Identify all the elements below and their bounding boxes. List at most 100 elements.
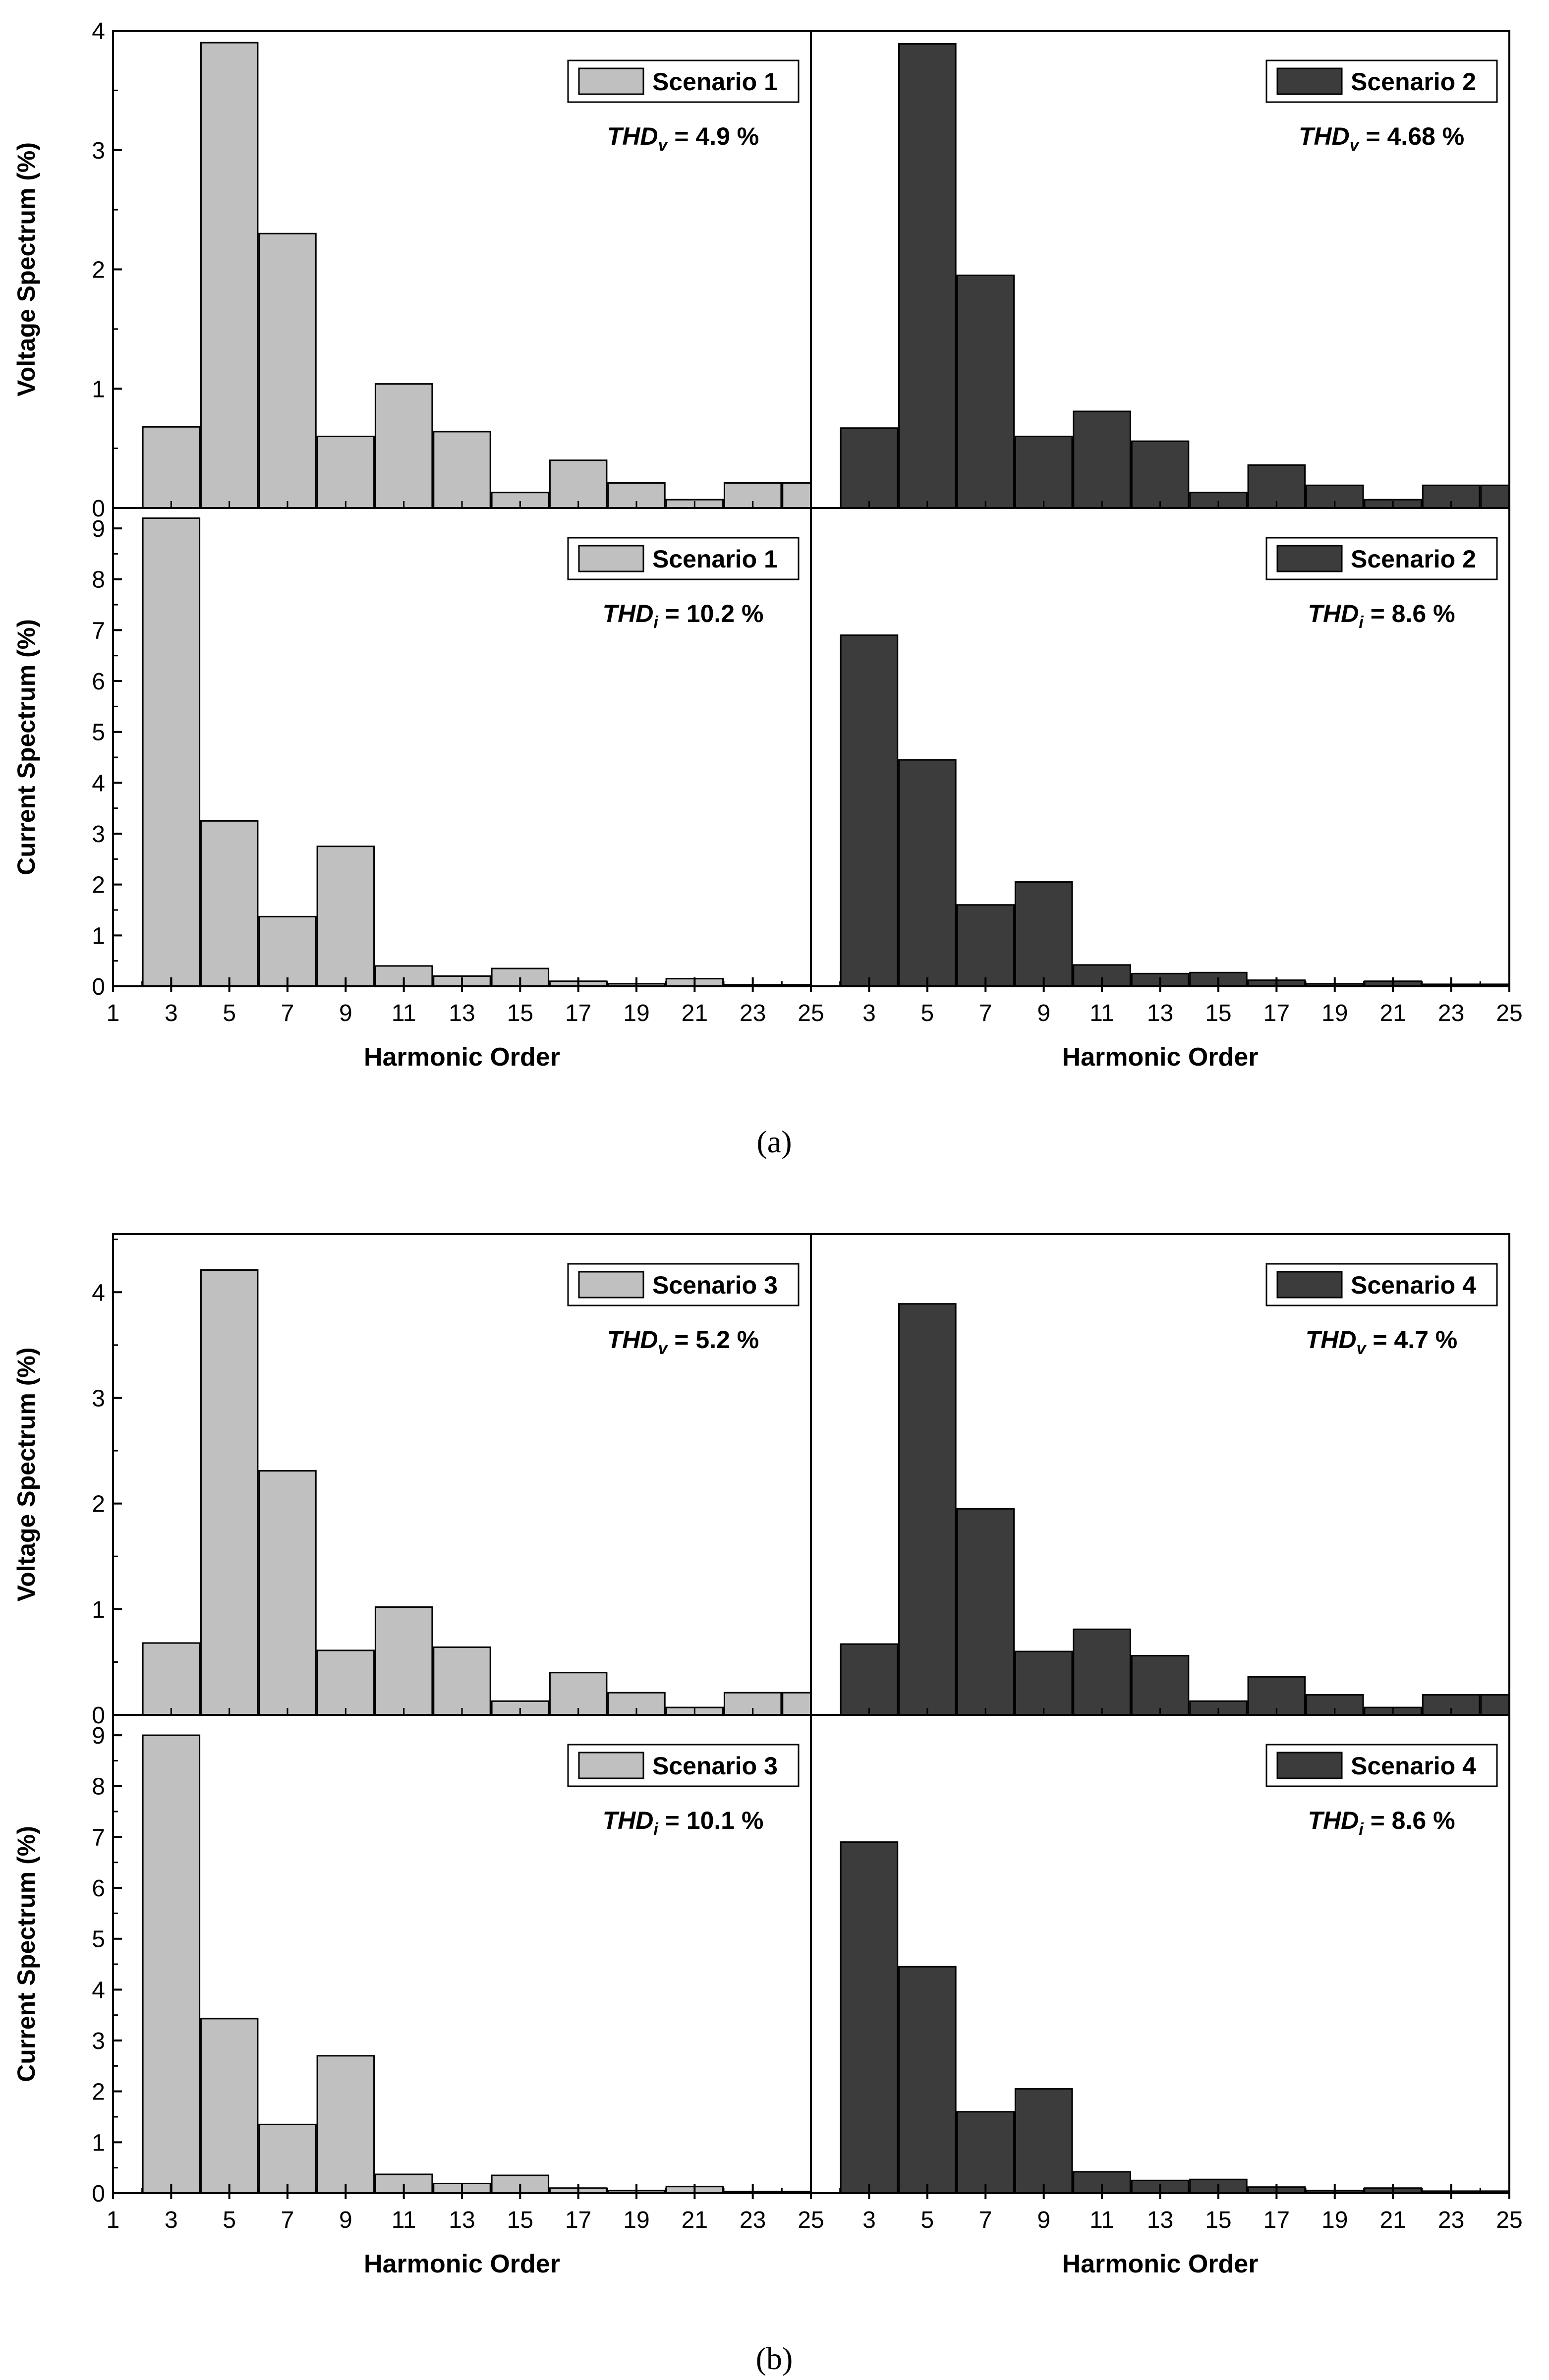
x-tick-label: 7 xyxy=(979,2207,992,2233)
legend-box xyxy=(567,59,800,103)
x-axis-label: Harmonic Order xyxy=(1062,2250,1259,2278)
y-tick-label: 2 xyxy=(92,1491,105,1518)
x-tick-label: 13 xyxy=(1147,2207,1173,2233)
y-axis-label: Current Spectrum (%) xyxy=(12,1826,40,2082)
subplot-b-voltage-right: Scenario 4 THDv = 4.7 % xyxy=(810,1233,1510,1716)
legend-swatch xyxy=(578,1752,644,1779)
x-tick-label: 21 xyxy=(682,1000,708,1026)
y-axis-label: Voltage Spectrum (%) xyxy=(12,142,40,397)
x-tick-label: 19 xyxy=(623,2207,649,2233)
y-tick-label: 1 xyxy=(92,1597,105,1623)
y-tick-label: 2 xyxy=(92,872,105,899)
x-tick-label: 25 xyxy=(798,2207,824,2233)
x-tick-label: 11 xyxy=(392,1000,416,1026)
x-tick-label: 17 xyxy=(565,2207,591,2233)
legend-swatch xyxy=(1276,1752,1343,1779)
x-tick-label: 21 xyxy=(1379,2207,1406,2233)
x-tick-label: 5 xyxy=(223,1000,236,1026)
y-tick-label: 5 xyxy=(92,720,105,746)
x-tick-label: 7 xyxy=(281,1000,294,1026)
x-tick-label: 7 xyxy=(281,2207,294,2233)
x-tick-label: 15 xyxy=(507,1000,533,1026)
y-tick-label: 0 xyxy=(92,974,105,1000)
caption-a: (a) xyxy=(756,1124,792,1159)
y-tick-label: 1 xyxy=(92,923,105,949)
y-tick-label: 3 xyxy=(92,821,105,848)
x-tick-label: 11 xyxy=(1090,1000,1114,1026)
y-tick-label: 9 xyxy=(92,516,105,542)
y-tick-label: 1 xyxy=(92,376,105,402)
x-tick-label: 25 xyxy=(1496,2207,1522,2233)
bar-h13 xyxy=(1131,1655,1190,1716)
legend-label: Scenario 2 xyxy=(1351,68,1476,96)
x-tick-label: 11 xyxy=(1090,2207,1114,2233)
x-tick-label: 13 xyxy=(1147,1000,1173,1026)
bar-h3 xyxy=(840,1841,899,2194)
bar-h5 xyxy=(898,1966,957,2194)
y-tick-label: 4 xyxy=(92,1977,105,2003)
y-tick-label: 6 xyxy=(92,1875,105,1902)
bar-h11 xyxy=(374,1606,433,1716)
bar-h3 xyxy=(142,517,201,987)
bar-h9 xyxy=(316,436,375,509)
bar-h5 xyxy=(200,1269,259,1716)
bar-h11 xyxy=(374,383,433,509)
subplot-a-voltage-right: Scenario 2 THDv = 4.68 % xyxy=(810,30,1510,509)
subplot-b-voltage-left: 0 1 2 3 4 Voltage Spectrum (%) Scenario 3 THDv … xyxy=(12,1233,812,1729)
bar-h9 xyxy=(316,846,375,987)
x-tick-label: 15 xyxy=(1205,1000,1231,1026)
x-tick-label: 1 xyxy=(107,2207,120,2233)
y-tick-label: 0 xyxy=(92,1702,105,1729)
bar-h9 xyxy=(316,1649,375,1716)
thd-annotation: THDv = 4.9 % xyxy=(607,122,759,155)
x-tick-label: 13 xyxy=(449,1000,475,1026)
x-tick-label: 7 xyxy=(979,1000,992,1026)
x-tick-label: 3 xyxy=(862,2207,876,2233)
bar-h25 xyxy=(782,482,812,509)
legend-label: Scenario 2 xyxy=(1351,545,1476,573)
x-tick-label: 9 xyxy=(1037,1000,1050,1026)
bar-h5 xyxy=(200,42,259,509)
bar-h7 xyxy=(258,232,317,509)
y-tick-label: 4 xyxy=(92,1280,105,1306)
x-tick-label: 17 xyxy=(565,1000,591,1026)
x-tick-label: 5 xyxy=(920,1000,934,1026)
x-tick-label: 15 xyxy=(1205,2207,1231,2233)
x-tick-label: 23 xyxy=(740,1000,766,1026)
y-tick-label: 2 xyxy=(92,257,105,283)
y-axis-label: Voltage Spectrum (%) xyxy=(12,1347,40,1601)
bar-h5 xyxy=(200,820,259,987)
legend-label: Scenario 4 xyxy=(1351,1271,1476,1299)
legend-swatch xyxy=(1276,67,1343,95)
x-tick-label: 17 xyxy=(1263,2207,1290,2233)
x-tick-label: 23 xyxy=(1438,2207,1464,2233)
x-tick-label: 17 xyxy=(1263,1000,1290,1026)
bar-h3 xyxy=(142,426,201,509)
x-tick-label: 5 xyxy=(920,2207,934,2233)
x-tick-label: 1 xyxy=(107,1000,120,1026)
bar-h3 xyxy=(840,634,899,987)
caption-b: (b) xyxy=(756,2341,793,2376)
x-tick-label: 21 xyxy=(682,2207,708,2233)
y-tick-label: 4 xyxy=(92,770,105,796)
bar-h11 xyxy=(1073,1628,1131,1716)
bar-h5 xyxy=(200,2018,259,2194)
bar-h9 xyxy=(1014,1650,1073,1716)
bar-h25 xyxy=(1480,1694,1510,1716)
y-tick-label: 6 xyxy=(92,669,105,695)
y-axis-label: Current Spectrum (%) xyxy=(12,619,40,875)
x-tick-label: 25 xyxy=(798,1000,824,1026)
thd-annotation: THDi = 10.1 % xyxy=(603,1807,764,1839)
x-tick-label: 9 xyxy=(1037,2207,1050,2233)
x-tick-label: 25 xyxy=(1496,1000,1522,1026)
bar-h9 xyxy=(316,2055,375,2194)
y-tick-label: 9 xyxy=(92,1723,105,1749)
x-tick-label: 3 xyxy=(165,1000,178,1026)
x-axis-label: Harmonic Order xyxy=(1062,1043,1259,1072)
legend-swatch xyxy=(1276,545,1343,572)
bar-h17 xyxy=(549,459,608,509)
bar-h9 xyxy=(1014,2088,1073,2194)
bar-h3 xyxy=(840,1643,899,1716)
subplot-b-current-right: 3 5 7 9 11 13 15 17 19 21 23 25 Harmonic Order Scenar… xyxy=(810,1714,1523,2278)
y-tick-label: 4 xyxy=(92,18,105,45)
